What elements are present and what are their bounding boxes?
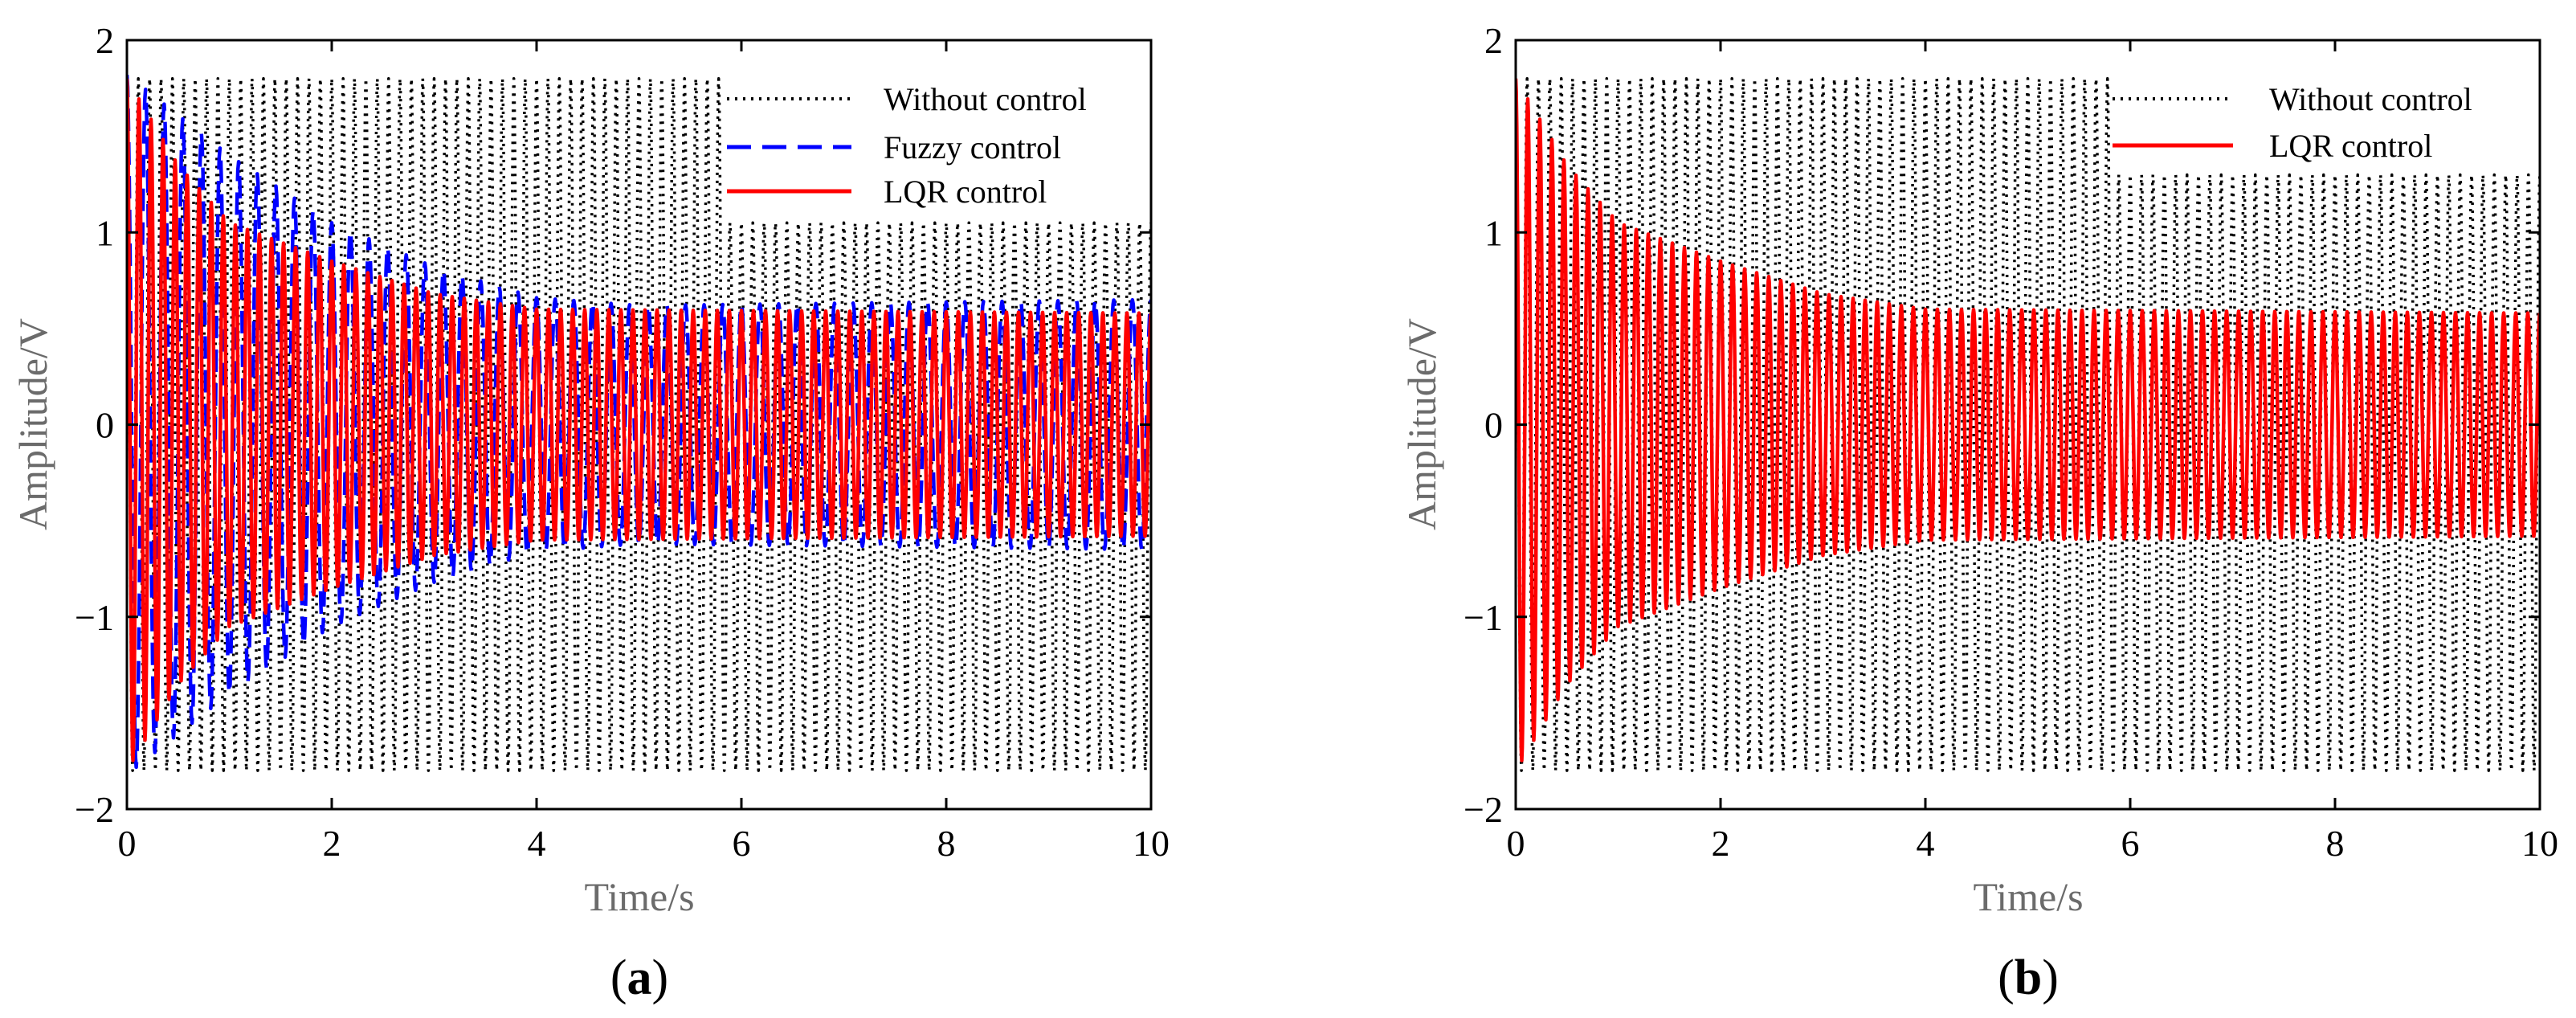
x-axis-label: Time/s <box>584 874 694 919</box>
x-tick-label: 0 <box>1507 823 1525 864</box>
x-tick-label: 10 <box>2521 823 2558 864</box>
series-lqr-control <box>127 78 1151 762</box>
axes-b: 0 2 4 6 8 10 −2 −1 0 1 2 <box>1464 20 2558 864</box>
x-tick-label: 8 <box>2326 823 2345 864</box>
y-axis-label: Amplitude/V <box>1399 318 1444 530</box>
y-tick-label: −1 <box>75 597 114 638</box>
series-without-control <box>127 77 1151 772</box>
x-tick-label: 2 <box>1712 823 1730 864</box>
legend-label-lqr-control: LQR control <box>2269 128 2432 164</box>
legend-b: Without control LQR control <box>2113 81 2472 164</box>
series-lqr-control <box>1516 78 2540 762</box>
series-layer-a <box>127 74 1151 772</box>
y-tick-label: 1 <box>96 212 114 253</box>
y-axis-label: Amplitude/V <box>10 318 55 530</box>
y-tick-label: 0 <box>96 405 114 446</box>
x-tick-label: 8 <box>937 823 956 864</box>
series-layer-b <box>1516 77 2540 772</box>
y-tick-label: 2 <box>96 20 114 61</box>
panel-label-a: (a) <box>610 951 668 1005</box>
series-without-control <box>1516 77 2540 772</box>
x-tick-label: 4 <box>1917 823 1935 864</box>
x-tick-label: 2 <box>323 823 341 864</box>
axes-a: 0 2 4 6 8 10 −2 −1 0 1 2 <box>75 20 1170 864</box>
legend-label-fuzzy-control: Fuzzy control <box>884 129 1061 166</box>
y-tick-label: 0 <box>1484 405 1503 446</box>
legend-label-lqr-control: LQR control <box>884 174 1047 210</box>
legend-label-without-control: Without control <box>2269 81 2472 117</box>
x-tick-label: 10 <box>1133 823 1170 864</box>
panel-label-b: (b) <box>1998 951 2059 1005</box>
y-tick-label: −2 <box>75 789 114 830</box>
y-tick-label: −2 <box>1464 789 1503 830</box>
x-tick-label: 4 <box>528 823 546 864</box>
x-tick-label: 6 <box>2121 823 2140 864</box>
legend-a: Without control Fuzzy control LQR contro… <box>727 81 1087 210</box>
y-tick-label: 2 <box>1484 20 1503 61</box>
panel-b: 0 2 4 6 8 10 −2 −1 0 1 2 Without control LQR contr… <box>1399 20 2558 1005</box>
x-axis-label: Time/s <box>1973 874 2083 919</box>
x-tick-label: 0 <box>118 823 137 864</box>
y-tick-label: −1 <box>1464 597 1503 638</box>
panel-a: 0 2 4 6 8 10 −2 −1 0 1 2 Without control Fuzzy con… <box>10 20 1170 1005</box>
panel-letter-b: b <box>2015 951 2042 1005</box>
y-tick-label: 1 <box>1484 212 1503 253</box>
legend-label-without-control: Without control <box>884 81 1087 117</box>
panel-letter-a: a <box>627 951 652 1005</box>
x-tick-label: 6 <box>733 823 751 864</box>
